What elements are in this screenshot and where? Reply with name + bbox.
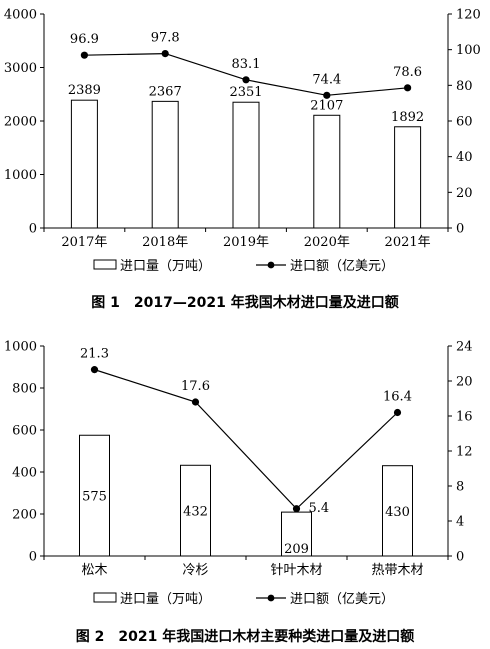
line-point [323, 91, 331, 99]
bar [180, 464, 211, 557]
bar [151, 100, 179, 229]
line-point [161, 49, 169, 58]
x-tick-label: 2020年 [304, 235, 350, 250]
bar-value-label: 2367 [149, 84, 182, 99]
right-tick-label: 60 [456, 115, 473, 130]
right-tick-label: 20 [456, 186, 473, 201]
legend-line-label: 进口额（亿美元） [290, 259, 394, 274]
bar-value-label: 2351 [229, 85, 262, 100]
left-tick-label: 1000 [4, 340, 37, 355]
right-tick-label: 16 [456, 410, 473, 425]
left-tick-label: 0 [29, 550, 37, 565]
x-tick-label: 热带木材 [371, 563, 423, 578]
right-tick-label: 120 [456, 8, 481, 23]
x-tick-label: 松木 [81, 563, 107, 578]
x-tick-label: 2017年 [61, 235, 107, 250]
legend-bar-swatch [93, 259, 117, 270]
figure-2-title: 图 2 2021 年我国进口木材主要种类进口量及进口额 [75, 629, 415, 645]
x-tick-label: 冷杉 [182, 563, 208, 578]
bar [281, 511, 312, 557]
right-tick-label: 4 [456, 515, 464, 530]
line-point [404, 84, 412, 92]
right-tick-label: 100 [456, 43, 481, 58]
line-point [242, 76, 250, 84]
bar-value-label: 2389 [68, 83, 101, 98]
right-tick-label: 20 [456, 375, 473, 390]
left-tick-label: 800 [12, 382, 37, 397]
right-tick-label: 0 [456, 222, 464, 237]
series-line [94, 369, 398, 510]
left-tick-label: 200 [12, 508, 37, 523]
legend-bar-swatch [93, 592, 117, 603]
line-value-label: 78.6 [393, 65, 422, 80]
bar-value-label: 432 [183, 505, 208, 520]
figure-1-title: 图 1 2017—2021 年我国木材进口量及进口额 [91, 295, 399, 311]
line-point [80, 51, 88, 59]
chart-1: 0 1000 2000 3000 4000 0 20 40 60 80 100 120 2017年 201… [4, 8, 481, 275]
line-point [90, 366, 99, 374]
x-tick-label: 2018年 [142, 235, 188, 250]
bar-value-label: 430 [385, 505, 410, 520]
bar [313, 114, 341, 229]
chart-2: 0 200 400 600 800 1000 0 4 8 12 16 20 24 松木 冷杉 针叶木材 热带木材… [4, 340, 473, 608]
bar [70, 99, 98, 229]
right-tick-label: 12 [456, 445, 473, 460]
left-tick-label: 3000 [4, 61, 37, 76]
line-value-label: 83.1 [232, 57, 261, 72]
line-point [191, 398, 200, 406]
legend-line-marker [267, 261, 275, 269]
right-tick-label: 24 [456, 340, 473, 355]
left-tick-label: 4000 [4, 8, 37, 23]
bar-value-label: 2107 [310, 98, 343, 113]
right-tick-label: 0 [456, 550, 464, 565]
line-value-label: 17.6 [181, 379, 210, 394]
legend-line-label: 进口额（亿美元） [290, 592, 394, 607]
bar-value-label: 575 [82, 490, 107, 505]
left-tick-label: 0 [29, 222, 37, 237]
x-tick-label: 2021年 [385, 235, 431, 250]
bar [394, 126, 422, 229]
left-tick-label: 1000 [4, 168, 37, 183]
left-tick-label: 400 [12, 466, 37, 481]
legend-bar-label: 进口量（万吨） [120, 592, 211, 607]
bar [79, 434, 110, 557]
x-tick-label: 2019年 [223, 235, 269, 250]
legend-bar-label: 进口量（万吨） [120, 259, 211, 274]
right-tick-label: 8 [456, 480, 464, 495]
bar-value-label: 1892 [391, 110, 424, 125]
line-value-label: 97.8 [151, 31, 180, 46]
x-tick-label: 针叶木材 [270, 563, 322, 578]
line-value-label: 21.3 [80, 347, 109, 362]
bar-value-label: 209 [284, 542, 309, 557]
line-point [393, 408, 402, 417]
line-point [292, 505, 301, 513]
line-value-label: 16.4 [383, 390, 412, 405]
bar [382, 465, 413, 557]
legend-line-marker [267, 594, 275, 602]
line-value-label: 5.4 [309, 501, 330, 516]
line-value-label: 74.4 [312, 72, 341, 87]
left-tick-label: 2000 [4, 115, 37, 130]
line-value-label: 96.9 [70, 32, 99, 47]
right-tick-label: 80 [456, 79, 473, 94]
left-tick-label: 600 [12, 424, 37, 439]
bar [232, 101, 260, 229]
right-tick-label: 40 [456, 150, 473, 165]
